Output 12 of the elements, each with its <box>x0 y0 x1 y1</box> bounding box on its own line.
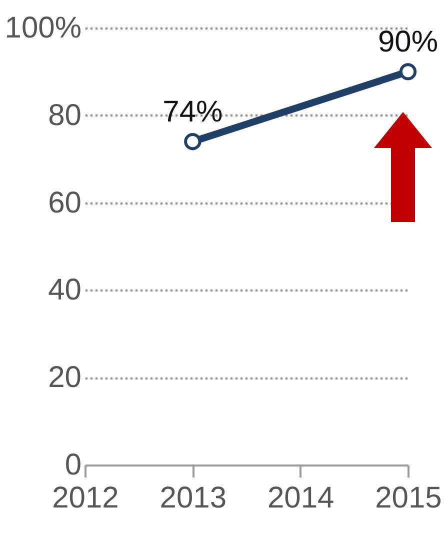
y-tick-label: 80 <box>48 98 82 132</box>
y-tick-label: 100% <box>4 12 82 44</box>
y-tick-label: 20 <box>48 361 82 394</box>
data-label: 74% <box>162 96 223 129</box>
data-label: 90% <box>378 26 438 59</box>
y-tick-label: 40 <box>48 274 82 307</box>
x-tick-label: 2015 <box>375 482 442 514</box>
y-tick-label: 0 <box>64 448 82 482</box>
y-tick-label: 60 <box>48 186 82 220</box>
x-tick-label: 2014 <box>267 482 334 514</box>
x-tick-label: 2012 <box>52 482 119 514</box>
x-tick-label: 2013 <box>160 482 227 514</box>
